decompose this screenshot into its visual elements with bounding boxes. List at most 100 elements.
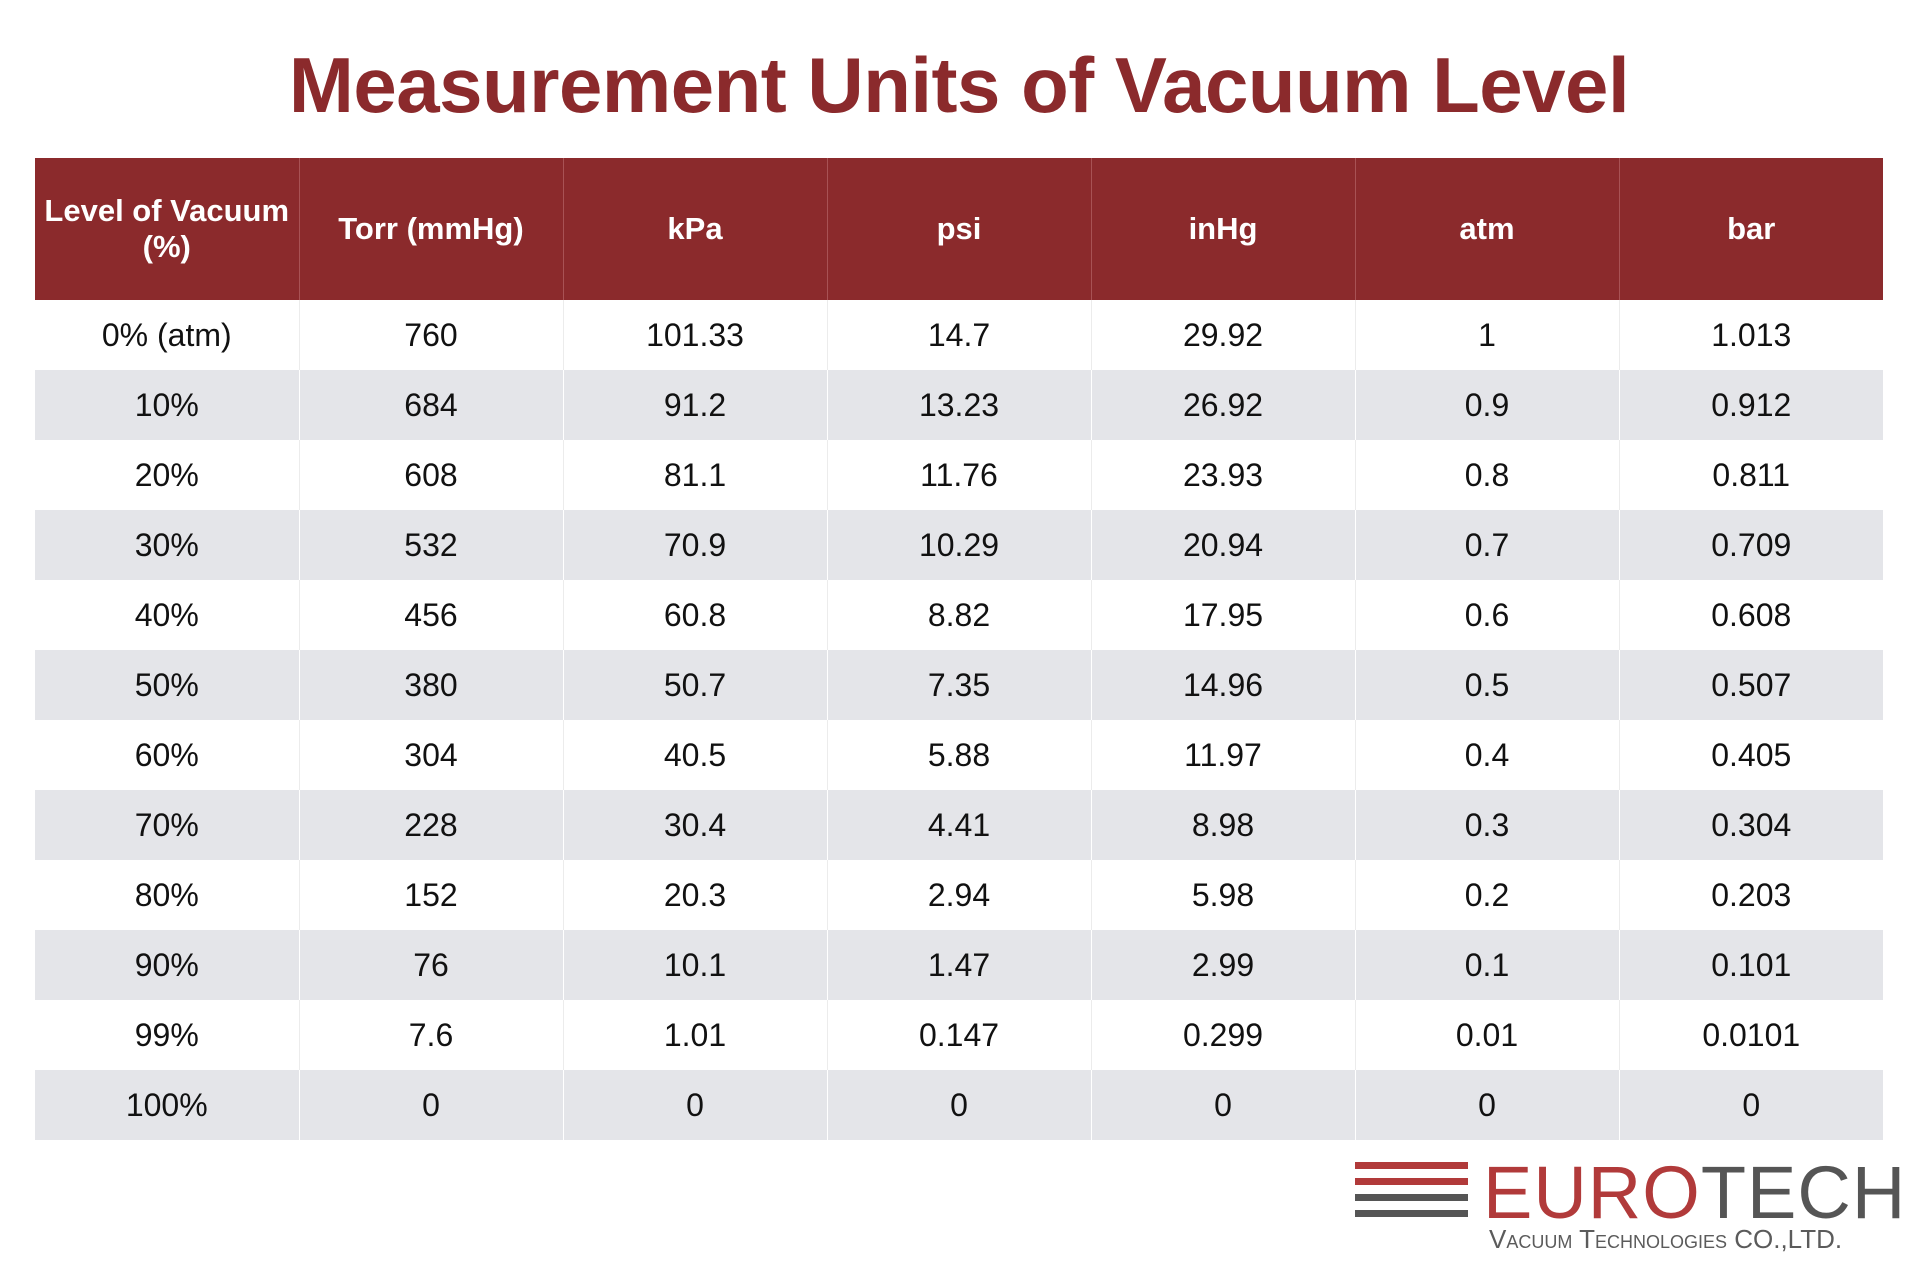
value-cell: 0.405: [1618, 720, 1883, 790]
value-cell: 4.41: [826, 790, 1091, 860]
value-cell: 13.23: [826, 370, 1091, 440]
value-cell: 0.203: [1618, 860, 1883, 930]
value-cell: 60.8: [562, 580, 827, 650]
value-cell: 29.92: [1090, 300, 1355, 370]
table-row: 100% 0 0 0 0 0 0: [35, 1070, 1883, 1140]
level-cell: 30%: [35, 510, 299, 580]
value-cell: 0.4: [1354, 720, 1619, 790]
value-cell: 152: [298, 860, 563, 930]
value-cell: 10.29: [826, 510, 1091, 580]
value-cell: 0.0101: [1618, 1000, 1883, 1070]
logo-bar: [1355, 1162, 1468, 1169]
value-cell: 0.3: [1354, 790, 1619, 860]
value-cell: 1.01: [562, 1000, 827, 1070]
level-cell: 40%: [35, 580, 299, 650]
logo-name-gray: TECH: [1700, 1151, 1907, 1234]
value-cell: 14.96: [1090, 650, 1355, 720]
logo: EUROTECH Vacuum Technologies CO.,LTD.: [1355, 1151, 1905, 1258]
table-row: 50% 380 50.7 7.35 14.96 0.5 0.507: [35, 650, 1883, 720]
value-cell: 0.608: [1618, 580, 1883, 650]
value-cell: 17.95: [1090, 580, 1355, 650]
value-cell: 228: [298, 790, 563, 860]
table-row: 0% (atm) 760 101.33 14.7 29.92 1 1.013: [35, 300, 1883, 370]
value-cell: 76: [298, 930, 563, 1000]
logo-bar: [1355, 1210, 1468, 1217]
value-cell: 70.9: [562, 510, 827, 580]
value-cell: 20.94: [1090, 510, 1355, 580]
level-cell: 60%: [35, 720, 299, 790]
value-cell: 1: [1354, 300, 1619, 370]
title: Measurement Units of Vacuum Level: [288, 41, 1630, 129]
table-row: 60% 304 40.5 5.88 11.97 0.4 0.405: [35, 720, 1883, 790]
value-cell: 0.5: [1354, 650, 1619, 720]
level-cell: 100%: [35, 1070, 299, 1140]
value-cell: 50.7: [562, 650, 827, 720]
logo-name-red: EURO: [1483, 1151, 1701, 1234]
table-row: 40% 456 60.8 8.82 17.95 0.6 0.608: [35, 580, 1883, 650]
value-cell: 0.811: [1618, 440, 1883, 510]
level-cell: 99%: [35, 1000, 299, 1070]
value-cell: 40.5: [562, 720, 827, 790]
column-header: psi: [826, 158, 1091, 300]
level-cell: 80%: [35, 860, 299, 930]
value-cell: 304: [298, 720, 563, 790]
value-cell: 101.33: [562, 300, 827, 370]
value-cell: 23.93: [1090, 440, 1355, 510]
logo-name: EUROTECH: [1483, 1150, 1906, 1235]
value-cell: 0.1: [1354, 930, 1619, 1000]
value-cell: 20.3: [562, 860, 827, 930]
level-cell: 20%: [35, 440, 299, 510]
column-header: bar: [1618, 158, 1883, 300]
value-cell: 5.88: [826, 720, 1091, 790]
value-cell: 456: [298, 580, 563, 650]
table-row: 20% 608 81.1 11.76 23.93 0.8 0.811: [35, 440, 1883, 510]
value-cell: 2.94: [826, 860, 1091, 930]
value-cell: 30.4: [562, 790, 827, 860]
column-header: atm: [1354, 158, 1619, 300]
level-cell: 0% (atm): [35, 300, 299, 370]
logo-bar: [1355, 1178, 1468, 1185]
table-row: 80% 152 20.3 2.94 5.98 0.2 0.203: [35, 860, 1883, 930]
value-cell: 684: [298, 370, 563, 440]
table-row: 90% 76 10.1 1.47 2.99 0.1 0.101: [35, 930, 1883, 1000]
table-body: 0% (atm) 760 101.33 14.7 29.92 1 1.013 10% 684 91…: [35, 300, 1883, 1140]
value-cell: 760: [298, 300, 563, 370]
column-header: inHg: [1090, 158, 1355, 300]
value-cell: 91.2: [562, 370, 827, 440]
column-header: kPa: [562, 158, 827, 300]
table-row: 70% 228 30.4 4.41 8.98 0.3 0.304: [35, 790, 1883, 860]
value-cell: 0.8: [1354, 440, 1619, 510]
value-cell: 0.147: [826, 1000, 1091, 1070]
level-cell: 10%: [35, 370, 299, 440]
value-cell: 26.92: [1090, 370, 1355, 440]
value-cell: 608: [298, 440, 563, 510]
value-cell: 8.98: [1090, 790, 1355, 860]
value-cell: 0: [826, 1070, 1091, 1140]
value-cell: 8.82: [826, 580, 1091, 650]
value-cell: 532: [298, 510, 563, 580]
value-cell: 0: [298, 1070, 563, 1140]
value-cell: 0: [1618, 1070, 1883, 1140]
value-cell: 0.304: [1618, 790, 1883, 860]
value-cell: 0.7: [1354, 510, 1619, 580]
value-cell: 2.99: [1090, 930, 1355, 1000]
units-table: Level of Vacuum (%) Torr (mmHg) kPa psi inHg…: [35, 158, 1883, 1140]
value-cell: 0.9: [1354, 370, 1619, 440]
table-row: 30% 532 70.9 10.29 20.94 0.7 0.709: [35, 510, 1883, 580]
column-header: Torr (mmHg): [298, 158, 563, 300]
level-cell: 90%: [35, 930, 299, 1000]
header-row: Level of Vacuum (%) Torr (mmHg) kPa psi inHg…: [35, 158, 1883, 300]
value-cell: 0: [1354, 1070, 1619, 1140]
value-cell: 1.013: [1618, 300, 1883, 370]
value-cell: 0: [562, 1070, 827, 1140]
value-cell: 0: [1090, 1070, 1355, 1140]
value-cell: 1.47: [826, 930, 1091, 1000]
column-header: Level of Vacuum (%): [35, 158, 299, 300]
value-cell: 81.1: [562, 440, 827, 510]
logo-tagline: Vacuum Technologies CO.,LTD.: [1489, 1224, 1843, 1254]
value-cell: 0.101: [1618, 930, 1883, 1000]
value-cell: 14.7: [826, 300, 1091, 370]
value-cell: 10.1: [562, 930, 827, 1000]
level-cell: 70%: [35, 790, 299, 860]
